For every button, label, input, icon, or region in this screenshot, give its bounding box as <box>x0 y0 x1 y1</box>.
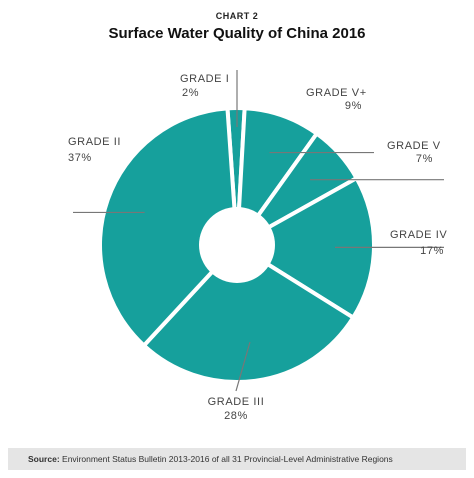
chart-title: Surface Water Quality of China 2016 <box>108 25 366 42</box>
slice-label: GRADE V+ <box>306 87 367 99</box>
donut-chart: GRADE I 2% GRADE V+9% GRADE V7% GRADE IV 17% G… <box>68 70 447 422</box>
slice-value: 9% <box>345 100 362 112</box>
slice-value: 17% <box>420 245 444 257</box>
slice-value: 37% <box>68 152 92 164</box>
slice-value: 2% <box>182 87 199 99</box>
slice-label: GRADE IV <box>390 229 447 241</box>
slice-label: GRADE I <box>180 73 229 85</box>
slice-grade-iv <box>235 176 376 320</box>
source-text: Environment Status Bulletin 2013-2016 of… <box>62 454 393 464</box>
slice-label: GRADE V <box>387 140 441 152</box>
slice-grade-iii <box>141 243 356 384</box>
leader-line <box>235 341 251 392</box>
donut-hole <box>199 207 275 283</box>
slice-grade-ii <box>98 106 239 348</box>
chart-label: CHART 2 <box>215 11 259 21</box>
slice-label: GRADE II <box>68 136 121 148</box>
source-prefix: Source: <box>28 454 60 464</box>
slice-value: 28% <box>224 410 248 422</box>
slice-value: 7% <box>416 153 433 165</box>
source-note: Source: Environment Status Bulletin 2013… <box>8 448 466 470</box>
slice-label: GRADE III <box>208 396 265 408</box>
